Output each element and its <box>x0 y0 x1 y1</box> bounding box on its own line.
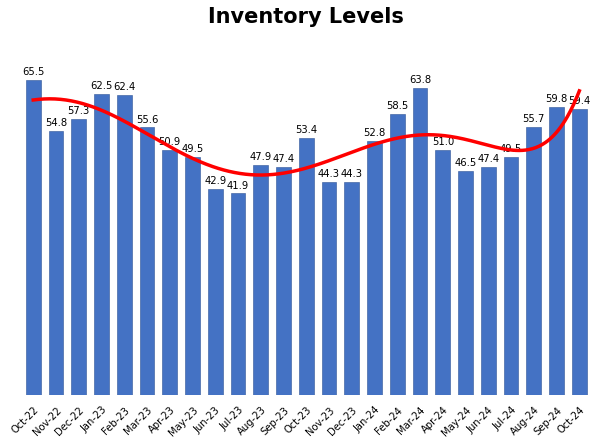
Text: 62.4: 62.4 <box>113 82 136 92</box>
Bar <box>322 182 337 395</box>
Bar <box>390 113 404 395</box>
Bar <box>117 95 131 395</box>
Text: 57.3: 57.3 <box>68 106 90 117</box>
Bar <box>549 107 564 395</box>
Text: 44.3: 44.3 <box>341 169 363 179</box>
Bar <box>413 88 427 395</box>
Text: 47.4: 47.4 <box>272 154 295 164</box>
Bar <box>503 157 518 395</box>
Text: 42.9: 42.9 <box>204 176 226 186</box>
Text: 65.5: 65.5 <box>22 67 44 77</box>
Bar <box>185 157 200 395</box>
Bar <box>140 127 154 395</box>
Bar <box>230 194 245 395</box>
Text: 59.8: 59.8 <box>545 94 568 105</box>
Text: 54.8: 54.8 <box>45 118 67 129</box>
Title: Inventory Levels: Inventory Levels <box>208 7 404 27</box>
Bar <box>49 131 64 395</box>
Text: 49.5: 49.5 <box>181 144 203 154</box>
Bar <box>208 189 223 395</box>
Bar <box>572 109 587 395</box>
Bar <box>26 80 41 395</box>
Bar <box>481 167 496 395</box>
Text: 62.5: 62.5 <box>90 81 113 91</box>
Text: 58.5: 58.5 <box>386 101 409 111</box>
Text: 41.9: 41.9 <box>227 181 249 190</box>
Bar <box>253 165 268 395</box>
Bar <box>299 138 314 395</box>
Text: 44.3: 44.3 <box>318 169 340 179</box>
Text: 47.4: 47.4 <box>477 154 499 164</box>
Text: 49.5: 49.5 <box>500 144 522 154</box>
Bar <box>458 171 473 395</box>
Text: 47.9: 47.9 <box>250 152 272 162</box>
Text: 63.8: 63.8 <box>409 75 431 85</box>
Bar <box>344 182 359 395</box>
Bar <box>276 167 291 395</box>
Text: 59.4: 59.4 <box>568 96 590 106</box>
Text: 46.5: 46.5 <box>454 158 476 168</box>
Bar <box>526 127 541 395</box>
Text: 52.8: 52.8 <box>364 128 386 138</box>
Text: 50.9: 50.9 <box>158 137 181 147</box>
Bar <box>94 94 109 395</box>
Text: 55.6: 55.6 <box>136 115 158 125</box>
Text: 55.7: 55.7 <box>523 114 545 124</box>
Text: 53.4: 53.4 <box>295 125 317 135</box>
Bar <box>367 141 382 395</box>
Bar <box>71 119 86 395</box>
Bar <box>436 150 450 395</box>
Bar <box>163 150 177 395</box>
Text: 51.0: 51.0 <box>431 137 454 147</box>
